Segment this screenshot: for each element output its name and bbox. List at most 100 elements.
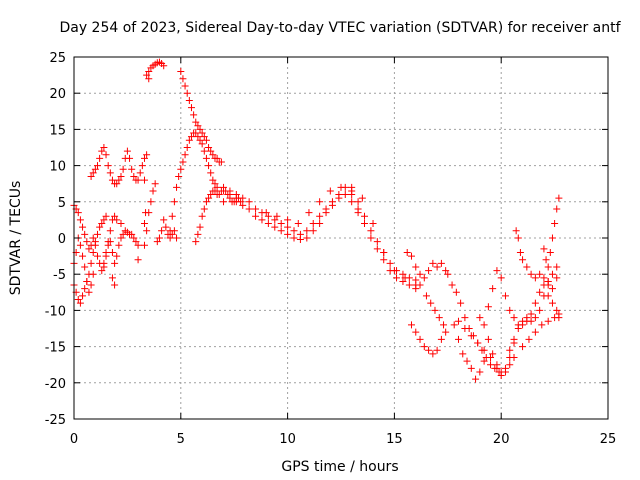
- data-point: [548, 299, 556, 307]
- data-point: [309, 220, 317, 228]
- data-point: [412, 263, 420, 271]
- data-point: [358, 194, 366, 202]
- data-point: [145, 67, 153, 75]
- data-point: [85, 270, 93, 278]
- data-point: [198, 212, 206, 220]
- data-point: [284, 230, 292, 238]
- x-axis-label: GPS time / hours: [281, 459, 398, 475]
- data-point: [96, 223, 104, 231]
- data-point: [422, 292, 430, 300]
- data-point: [108, 274, 116, 282]
- data-point: [448, 281, 456, 289]
- data-point: [380, 248, 388, 256]
- data-point: [132, 238, 140, 246]
- data-point: [399, 277, 407, 285]
- data-point: [296, 235, 304, 243]
- data-point: [425, 267, 433, 275]
- data-point: [553, 263, 561, 271]
- data-point: [74, 296, 82, 304]
- data-point: [461, 325, 469, 332]
- data-point: [196, 125, 204, 133]
- data-point: [309, 227, 317, 235]
- series-s17: [354, 205, 420, 284]
- data-point: [108, 248, 116, 256]
- data-point: [190, 111, 198, 119]
- series-s18: [403, 248, 450, 282]
- series-s30: [544, 292, 563, 318]
- data-point: [177, 67, 185, 75]
- data-point: [544, 292, 552, 300]
- data-point: [493, 267, 501, 275]
- data-point: [187, 104, 195, 112]
- data-point: [271, 223, 279, 231]
- data-point: [85, 288, 93, 296]
- data-point: [271, 216, 279, 224]
- data-point: [277, 220, 285, 228]
- data-point: [437, 335, 445, 343]
- y-tick-label: 10: [49, 160, 66, 175]
- series-s29: [540, 194, 563, 271]
- series-s7: [108, 176, 150, 289]
- data-point: [431, 306, 439, 314]
- data-point: [226, 187, 234, 195]
- data-point: [433, 346, 441, 354]
- data-point: [536, 270, 544, 278]
- data-point: [548, 234, 556, 242]
- x-tick-label: 20: [493, 432, 510, 447]
- data-point: [501, 368, 509, 376]
- series-s5: [100, 227, 142, 271]
- gridlines: [74, 57, 608, 419]
- data-point: [106, 169, 114, 177]
- series-s25: [484, 267, 552, 329]
- data-point: [510, 314, 518, 322]
- data-point: [194, 122, 202, 130]
- x-tick-label: 15: [386, 432, 403, 447]
- data-point: [213, 154, 221, 162]
- data-point: [531, 274, 539, 282]
- data-point: [326, 187, 334, 195]
- data-point: [140, 241, 148, 249]
- data-point: [192, 129, 200, 137]
- data-point: [173, 234, 181, 242]
- data-point: [91, 165, 99, 173]
- data-point: [264, 212, 272, 220]
- data-point: [450, 321, 458, 329]
- data-point: [425, 346, 433, 354]
- data-point: [187, 133, 195, 141]
- data-point: [220, 187, 228, 195]
- data-point: [117, 220, 125, 228]
- data-point: [181, 82, 189, 90]
- data-point: [510, 353, 518, 361]
- data-point: [117, 234, 125, 242]
- data-point: [523, 263, 531, 271]
- data-point: [85, 245, 93, 253]
- data-point: [510, 335, 518, 343]
- x-tick-label: 25: [600, 432, 617, 447]
- data-point: [380, 256, 388, 264]
- data-point: [393, 267, 401, 275]
- data-point: [527, 317, 535, 325]
- data-point: [102, 212, 110, 220]
- data-point: [463, 357, 471, 365]
- data-point: [93, 162, 101, 170]
- data-point: [138, 162, 146, 170]
- data-points: [70, 58, 563, 383]
- y-tick-label: -15: [45, 341, 66, 356]
- data-point: [262, 209, 270, 217]
- data-point: [98, 220, 106, 228]
- data-point: [290, 234, 298, 242]
- series-s16: [348, 198, 424, 293]
- data-point: [480, 346, 488, 354]
- data-point: [76, 241, 84, 249]
- data-point: [369, 220, 377, 228]
- data-point: [489, 285, 497, 293]
- data-point: [232, 198, 240, 206]
- data-point: [290, 227, 298, 235]
- data-point: [198, 129, 206, 137]
- data-point: [119, 230, 127, 238]
- data-point: [202, 154, 210, 162]
- data-point: [461, 314, 469, 322]
- data-point: [489, 350, 497, 358]
- data-point: [128, 230, 136, 238]
- data-point: [303, 234, 311, 242]
